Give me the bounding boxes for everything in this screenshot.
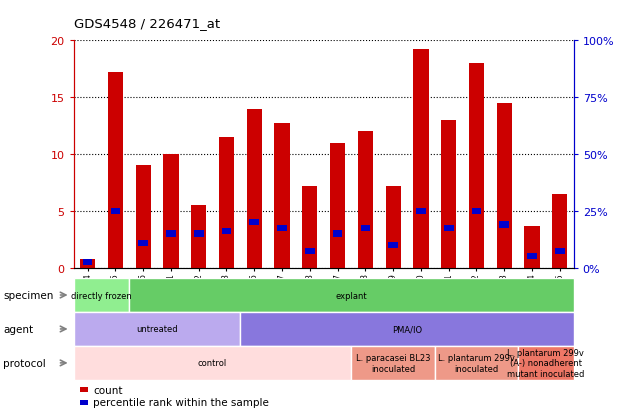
Text: specimen: specimen	[3, 290, 54, 300]
Bar	[135, 166, 151, 268]
Bar	[83, 259, 92, 266]
Bar	[524, 226, 540, 268]
Text: control: control	[198, 358, 227, 368]
Bar	[163, 154, 179, 268]
Bar	[108, 73, 123, 268]
Bar	[358, 132, 373, 268]
Text: explant: explant	[336, 291, 367, 300]
Bar	[219, 138, 234, 268]
Bar	[110, 208, 121, 214]
Text: PMA/IO: PMA/IO	[392, 325, 422, 334]
Bar	[552, 195, 567, 268]
Text: directly frozen: directly frozen	[71, 291, 132, 300]
Bar	[305, 248, 315, 254]
Bar	[274, 124, 290, 268]
Bar	[330, 143, 345, 268]
Bar	[416, 208, 426, 214]
Bar	[222, 229, 231, 235]
Bar	[249, 220, 259, 226]
Text: count: count	[93, 385, 122, 395]
Bar	[166, 231, 176, 237]
Text: L. paracasei BL23
inoculated: L. paracasei BL23 inoculated	[356, 354, 430, 373]
Text: L. plantarum 299v
inoculated: L. plantarum 299v inoculated	[438, 354, 515, 373]
Text: untreated: untreated	[137, 325, 178, 334]
Text: percentile rank within the sample: percentile rank within the sample	[93, 397, 269, 407]
Bar	[277, 225, 287, 231]
Bar	[191, 206, 206, 268]
Bar	[441, 121, 456, 268]
Bar	[302, 186, 317, 268]
Bar	[413, 50, 429, 268]
Bar	[333, 231, 342, 237]
Bar	[385, 186, 401, 268]
Bar	[527, 254, 537, 260]
Text: protocol: protocol	[3, 358, 46, 368]
Bar	[444, 225, 454, 231]
Bar	[497, 104, 512, 268]
Bar	[194, 231, 204, 237]
Text: L. plantarum 299v
(A-) nonadherent
mutant inoculated: L. plantarum 299v (A-) nonadherent mutan…	[507, 348, 585, 378]
Bar	[388, 242, 398, 249]
Bar	[360, 225, 370, 231]
Bar	[247, 109, 262, 268]
Bar	[472, 208, 481, 214]
Text: GDS4548 / 226471_at: GDS4548 / 226471_at	[74, 17, 220, 29]
Bar	[80, 259, 96, 268]
Bar	[469, 64, 484, 268]
Bar	[555, 248, 565, 254]
Text: agent: agent	[3, 324, 33, 334]
Bar	[499, 222, 509, 228]
Bar	[138, 240, 148, 246]
